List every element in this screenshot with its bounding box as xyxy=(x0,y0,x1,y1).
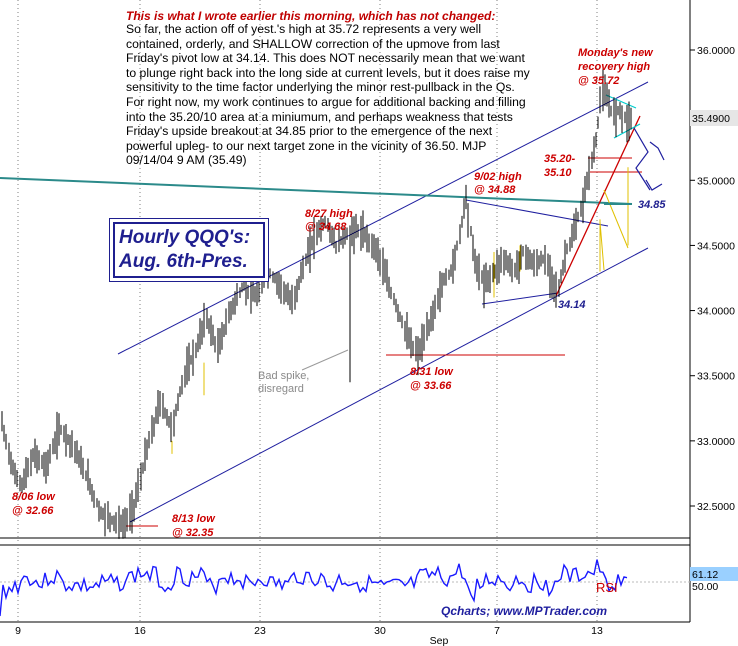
level-3510-label: 35.10 xyxy=(544,167,572,179)
arrow-head-down xyxy=(645,179,663,191)
rsi-line xyxy=(0,559,628,617)
rsi-label: RSI xyxy=(596,580,618,595)
monday-label-1: Monday's new xyxy=(578,47,654,59)
projection-arrow xyxy=(633,127,651,191)
y-tick-label: 32.5000 xyxy=(697,501,735,513)
aug27-label-2: @ 34.68 xyxy=(305,221,347,233)
sep2-label-2: @ 34.88 xyxy=(474,184,516,196)
chart-title-line-1: Hourly QQQ's: xyxy=(119,227,251,248)
chart-title-line-2: Aug. 6th-Pres. xyxy=(119,251,248,272)
cyan-channel-top xyxy=(605,94,637,109)
aug27-label-1: 8/27 high xyxy=(305,208,353,220)
y-tick-label: 35.0000 xyxy=(697,175,735,187)
x-tick-label: 13 xyxy=(591,625,603,637)
aug6-label-2: @ 32.66 xyxy=(12,505,54,517)
note-title: This is what I wrote earlier this mornin… xyxy=(126,9,496,23)
aug31-label-2: @ 33.66 xyxy=(410,380,452,392)
last-price-label: 35.4900 xyxy=(692,113,730,125)
triangle-lower xyxy=(481,292,559,305)
last-price-box xyxy=(690,110,738,126)
rsi-value-label: 61.12 xyxy=(692,569,718,581)
y-tick-label: 34.5000 xyxy=(697,240,735,252)
rsi-panel xyxy=(0,559,690,617)
y-tick-label: 36.0000 xyxy=(697,45,735,57)
triangle-upper xyxy=(465,199,609,227)
y-tick-label: 34.0000 xyxy=(697,306,735,318)
x-month-label: Sep xyxy=(430,635,449,646)
resistance-line xyxy=(0,177,633,205)
upper-channel-line xyxy=(117,81,649,355)
yellow-projection-1 xyxy=(603,189,629,249)
level-3485-label: 34.85 xyxy=(638,199,666,211)
level-3414-label: 34.14 xyxy=(558,299,586,311)
x-axis: 9 16 23 30 7 13 Sep xyxy=(15,625,603,646)
yellow-projection-2 xyxy=(599,221,605,271)
arrow-head-up xyxy=(649,141,665,161)
x-tick-label: 9 xyxy=(15,625,21,637)
bad-spike-label-1: Bad spike, xyxy=(258,370,309,382)
bad-spike-pointer xyxy=(301,349,349,371)
aug6-label-1: 8/06 low xyxy=(12,491,56,503)
credit-label: Qcharts; www.MPTrader.com xyxy=(441,604,607,618)
x-tick-label: 7 xyxy=(494,625,500,637)
steep-red-trendline xyxy=(555,115,641,297)
sep2-label-1: 9/02 high xyxy=(474,171,522,183)
lower-channel-line xyxy=(129,247,649,523)
x-tick-label: 16 xyxy=(134,625,146,637)
level-3520-label: 35.20- xyxy=(544,153,576,165)
commentary-note: So far, the action off of yest.'s high a… xyxy=(126,22,530,168)
chart-title-box: Hourly QQQ's: Aug. 6th-Pres. xyxy=(113,222,265,278)
x-tick-label: 23 xyxy=(254,625,266,637)
rsi-value-box xyxy=(690,567,738,581)
aug13-label-2: @ 32.35 xyxy=(172,527,214,539)
aug13-label-1: 8/13 low xyxy=(172,513,216,525)
x-tick-label: 30 xyxy=(374,625,386,637)
monday-label-2: recovery high xyxy=(578,61,650,73)
monday-label-3: @ 35.72 xyxy=(578,75,619,87)
rsi-level-label: 50.00 xyxy=(692,581,718,593)
aug31-label-1: 8/31 low xyxy=(410,366,454,378)
y-tick-label: 33.5000 xyxy=(697,371,735,383)
bad-spike-label-2: disregard xyxy=(258,383,304,395)
y-tick-label: 33.0000 xyxy=(697,436,735,448)
price-bars xyxy=(1,65,632,539)
